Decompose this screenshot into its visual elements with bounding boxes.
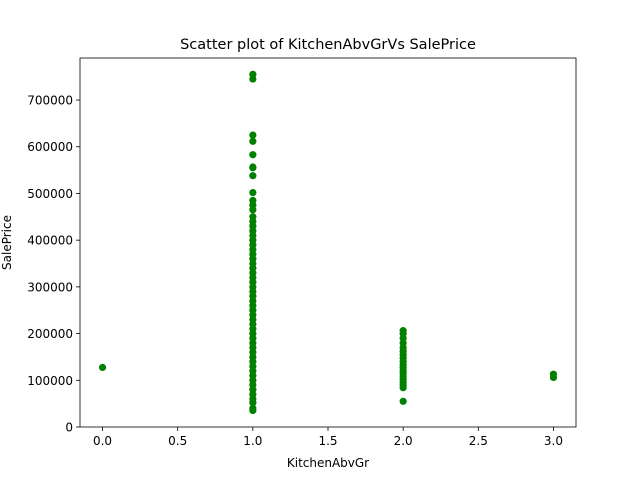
x-tick-label: 0.0 bbox=[93, 434, 112, 448]
data-point bbox=[98, 363, 107, 372]
x-tick-label: 0.5 bbox=[168, 434, 187, 448]
y-tick-label: 500000 bbox=[27, 187, 73, 201]
x-tick-label: 1.0 bbox=[243, 434, 262, 448]
x-axis-label: KitchenAbvGr bbox=[287, 456, 369, 470]
data-point bbox=[249, 399, 257, 407]
data-point bbox=[249, 406, 257, 415]
data-point bbox=[249, 151, 257, 159]
x-tick-label: 1.5 bbox=[318, 434, 337, 448]
data-point bbox=[249, 206, 257, 214]
y-tick-label: 600000 bbox=[27, 140, 73, 154]
y-tick-label: 700000 bbox=[27, 94, 73, 108]
x-tick-label: 3.0 bbox=[544, 434, 563, 448]
y-tick-label: 200000 bbox=[27, 327, 73, 341]
data-point bbox=[249, 75, 257, 83]
y-axis-label: SalePrice bbox=[0, 215, 14, 270]
y-axis-ticks: 0 100000 200000 300000 400000 500000 600000 700… bbox=[27, 94, 80, 435]
data-point bbox=[249, 189, 257, 197]
data-point bbox=[249, 131, 257, 139]
data-point bbox=[249, 164, 257, 172]
y-tick-label: 300000 bbox=[27, 280, 73, 294]
y-tick-label: 0 bbox=[65, 421, 73, 435]
y-tick-label: 100000 bbox=[27, 374, 73, 388]
x-axis-ticks: 0.0 0.5 1.0 1.5 2.0 2.5 3.0 bbox=[93, 427, 563, 448]
data-point bbox=[249, 137, 257, 145]
data-point bbox=[399, 384, 407, 392]
data-point bbox=[249, 172, 257, 180]
x-tick-label: 2.0 bbox=[394, 434, 413, 448]
chart-title: Scatter plot of KitchenAbvGrVs SalePrice bbox=[180, 37, 476, 53]
data-point bbox=[549, 373, 558, 382]
x-tick-label: 2.5 bbox=[469, 434, 488, 448]
data-point bbox=[399, 397, 407, 405]
y-tick-label: 400000 bbox=[27, 234, 73, 248]
points-layer bbox=[98, 70, 558, 415]
